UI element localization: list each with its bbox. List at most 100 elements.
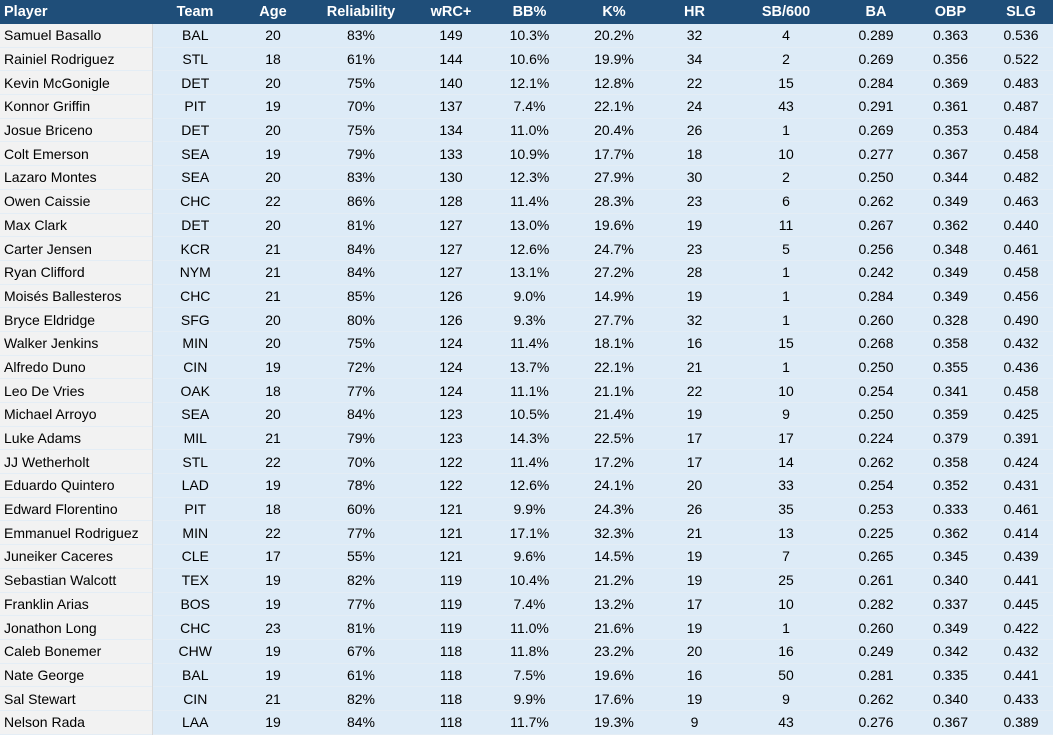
team-cell[interactable]: CIN: [152, 686, 238, 711]
team-cell[interactable]: STL: [152, 47, 238, 71]
k-pct-cell[interactable]: 21.4%: [571, 402, 657, 427]
wrc-plus-cell[interactable]: 121: [414, 497, 488, 521]
k-pct-cell[interactable]: 20.4%: [571, 118, 657, 142]
column-header-obp[interactable]: OBP: [912, 0, 989, 24]
team-cell[interactable]: TEX: [152, 568, 238, 592]
reliability-cell[interactable]: 78%: [308, 473, 414, 498]
hr-cell[interactable]: 34: [657, 47, 732, 71]
wrc-plus-cell[interactable]: 121: [414, 520, 488, 545]
bb-pct-cell[interactable]: 10.9%: [488, 141, 571, 166]
sb-600-cell[interactable]: 6: [732, 189, 840, 213]
slg-cell[interactable]: 0.522: [989, 47, 1053, 71]
bb-pct-cell[interactable]: 14.3%: [488, 426, 571, 450]
k-pct-cell[interactable]: 24.3%: [571, 497, 657, 521]
age-cell[interactable]: 21: [238, 284, 308, 308]
ba-cell[interactable]: 0.291: [840, 94, 912, 119]
obp-cell[interactable]: 0.359: [912, 402, 989, 427]
bb-pct-cell[interactable]: 12.6%: [488, 236, 571, 261]
bb-pct-cell[interactable]: 11.4%: [488, 449, 571, 474]
slg-cell[interactable]: 0.441: [989, 663, 1053, 687]
slg-cell[interactable]: 0.461: [989, 497, 1053, 521]
ba-cell[interactable]: 0.284: [840, 70, 912, 95]
age-cell[interactable]: 22: [238, 520, 308, 545]
reliability-cell[interactable]: 55%: [308, 544, 414, 569]
slg-cell[interactable]: 0.490: [989, 307, 1053, 332]
age-cell[interactable]: 19: [238, 568, 308, 592]
sb-600-cell[interactable]: 2: [732, 165, 840, 190]
hr-cell[interactable]: 22: [657, 70, 732, 95]
player-name-cell[interactable]: Walker Jenkins: [0, 331, 153, 356]
ba-cell[interactable]: 0.260: [840, 615, 912, 640]
k-pct-cell[interactable]: 18.1%: [571, 331, 657, 356]
reliability-cell[interactable]: 75%: [308, 331, 414, 356]
team-cell[interactable]: NYM: [152, 260, 238, 285]
team-cell[interactable]: SEA: [152, 141, 238, 166]
ba-cell[interactable]: 0.254: [840, 378, 912, 403]
bb-pct-cell[interactable]: 9.9%: [488, 497, 571, 521]
team-cell[interactable]: LAD: [152, 473, 238, 498]
sb-600-cell[interactable]: 10: [732, 592, 840, 616]
k-pct-cell[interactable]: 32.3%: [571, 520, 657, 545]
k-pct-cell[interactable]: 24.7%: [571, 236, 657, 261]
obp-cell[interactable]: 0.340: [912, 568, 989, 592]
sb-600-cell[interactable]: 1: [732, 118, 840, 142]
slg-cell[interactable]: 0.536: [989, 24, 1053, 48]
age-cell[interactable]: 19: [238, 592, 308, 616]
wrc-plus-cell[interactable]: 128: [414, 189, 488, 213]
bb-pct-cell[interactable]: 11.1%: [488, 378, 571, 403]
wrc-plus-cell[interactable]: 123: [414, 426, 488, 450]
k-pct-cell[interactable]: 27.9%: [571, 165, 657, 190]
hr-cell[interactable]: 24: [657, 94, 732, 119]
age-cell[interactable]: 18: [238, 47, 308, 71]
slg-cell[interactable]: 0.414: [989, 520, 1053, 545]
slg-cell[interactable]: 0.433: [989, 686, 1053, 711]
hr-cell[interactable]: 19: [657, 568, 732, 592]
team-cell[interactable]: CHW: [152, 639, 238, 664]
wrc-plus-cell[interactable]: 126: [414, 307, 488, 332]
ba-cell[interactable]: 0.265: [840, 544, 912, 569]
obp-cell[interactable]: 0.349: [912, 615, 989, 640]
reliability-cell[interactable]: 77%: [308, 520, 414, 545]
sb-600-cell[interactable]: 7: [732, 544, 840, 569]
ba-cell[interactable]: 0.269: [840, 118, 912, 142]
ba-cell[interactable]: 0.267: [840, 213, 912, 237]
column-header-hr[interactable]: HR: [657, 0, 732, 24]
wrc-plus-cell[interactable]: 133: [414, 141, 488, 166]
player-name-cell[interactable]: Samuel Basallo: [0, 24, 153, 48]
column-header-age[interactable]: Age: [238, 0, 308, 24]
k-pct-cell[interactable]: 14.5%: [571, 544, 657, 569]
k-pct-cell[interactable]: 19.9%: [571, 47, 657, 71]
column-header-team[interactable]: Team: [152, 0, 238, 24]
team-cell[interactable]: BAL: [152, 663, 238, 687]
age-cell[interactable]: 19: [238, 473, 308, 498]
hr-cell[interactable]: 20: [657, 639, 732, 664]
k-pct-cell[interactable]: 21.1%: [571, 378, 657, 403]
reliability-cell[interactable]: 77%: [308, 378, 414, 403]
k-pct-cell[interactable]: 14.9%: [571, 284, 657, 308]
wrc-plus-cell[interactable]: 137: [414, 94, 488, 119]
player-name-cell[interactable]: Caleb Bonemer: [0, 639, 153, 664]
player-name-cell[interactable]: Lazaro Montes: [0, 165, 153, 190]
age-cell[interactable]: 22: [238, 189, 308, 213]
player-name-cell[interactable]: Konnor Griffin: [0, 94, 153, 119]
team-cell[interactable]: MIN: [152, 331, 238, 356]
ba-cell[interactable]: 0.284: [840, 284, 912, 308]
ba-cell[interactable]: 0.256: [840, 236, 912, 261]
wrc-plus-cell[interactable]: 123: [414, 402, 488, 427]
wrc-plus-cell[interactable]: 118: [414, 663, 488, 687]
team-cell[interactable]: LAA: [152, 710, 238, 735]
obp-cell[interactable]: 0.349: [912, 260, 989, 285]
ba-cell[interactable]: 0.253: [840, 497, 912, 521]
reliability-cell[interactable]: 61%: [308, 47, 414, 71]
hr-cell[interactable]: 18: [657, 141, 732, 166]
obp-cell[interactable]: 0.348: [912, 236, 989, 261]
age-cell[interactable]: 20: [238, 118, 308, 142]
hr-cell[interactable]: 17: [657, 449, 732, 474]
slg-cell[interactable]: 0.484: [989, 118, 1053, 142]
wrc-plus-cell[interactable]: 124: [414, 331, 488, 356]
hr-cell[interactable]: 20: [657, 473, 732, 498]
bb-pct-cell[interactable]: 12.6%: [488, 473, 571, 498]
wrc-plus-cell[interactable]: 149: [414, 24, 488, 48]
reliability-cell[interactable]: 83%: [308, 24, 414, 48]
k-pct-cell[interactable]: 27.7%: [571, 307, 657, 332]
